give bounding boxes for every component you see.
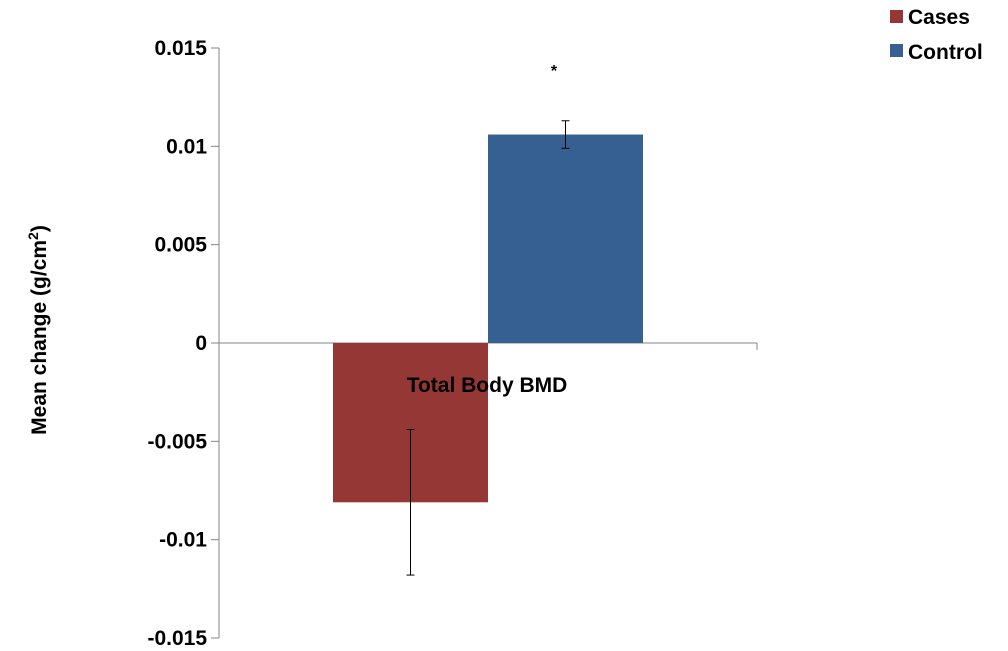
y-axis-title-superscript: 2 xyxy=(25,232,41,240)
y-axis-title: Mean change (g/cm2) xyxy=(25,225,51,435)
significance-annotation: * xyxy=(551,63,558,80)
legend-item-cases: Cases xyxy=(890,6,970,29)
legend-item-control: Control xyxy=(890,41,983,64)
y-tick-label: 0 xyxy=(195,332,207,355)
y-tick-label: -0.015 xyxy=(147,627,207,650)
y-axis: 0.015 0.01 0.005 0 -0.005 -0.01 -0.015 xyxy=(147,37,220,650)
legend-swatch-cases xyxy=(890,10,903,23)
bar-control xyxy=(488,134,643,343)
legend: Cases Control xyxy=(890,6,983,64)
y-tick-label: 0.015 xyxy=(154,37,207,60)
error-bars xyxy=(406,120,570,576)
y-axis-title-main: Mean change (g/cm xyxy=(28,240,51,435)
legend-swatch-control xyxy=(890,44,903,57)
legend-label-cases: Cases xyxy=(908,6,970,29)
category-label: Total Body BMD xyxy=(407,374,568,397)
y-tick-label: -0.005 xyxy=(147,430,207,453)
y-tick-label: 0.01 xyxy=(166,135,207,158)
legend-label-control: Control xyxy=(908,41,983,64)
y-tick-label: 0.005 xyxy=(154,234,207,257)
bars xyxy=(333,134,643,503)
y-tick-label: -0.01 xyxy=(159,529,207,552)
y-axis-title-end: ) xyxy=(28,225,51,232)
